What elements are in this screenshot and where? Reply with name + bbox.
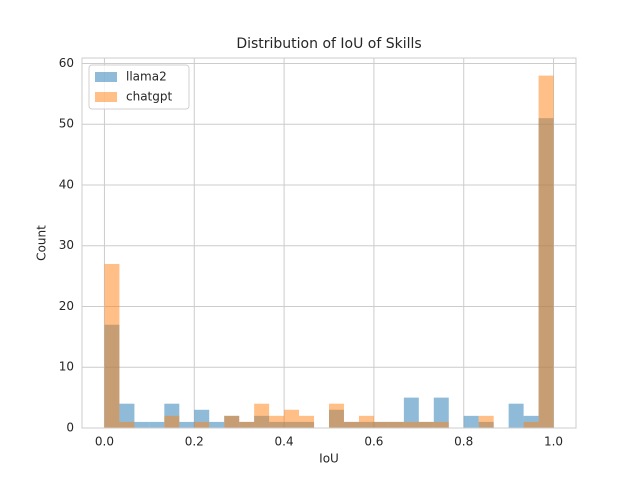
bar bbox=[239, 421, 255, 428]
bar bbox=[523, 421, 539, 428]
x-axis-label: IoU bbox=[319, 452, 339, 466]
legend-swatch bbox=[95, 72, 117, 82]
legend-label: llama2 bbox=[126, 70, 167, 84]
x-tick-label: 0.0 bbox=[95, 435, 114, 449]
y-tick-label: 10 bbox=[59, 360, 74, 374]
bar bbox=[164, 415, 180, 428]
x-tick-label: 0.6 bbox=[364, 435, 383, 449]
bar bbox=[358, 415, 374, 428]
chart-title: Distribution of IoU of Skills bbox=[236, 36, 421, 52]
bar bbox=[403, 397, 419, 428]
bar bbox=[343, 421, 359, 428]
bar bbox=[104, 263, 120, 428]
bar bbox=[508, 403, 524, 428]
legend: llama2 chatgpt bbox=[88, 64, 190, 110]
bar bbox=[149, 421, 165, 428]
plot-border bbox=[81, 57, 577, 429]
bar bbox=[299, 415, 315, 428]
y-axis-label: Count bbox=[35, 225, 49, 261]
bar bbox=[463, 415, 479, 428]
y-tick-label: 40 bbox=[59, 177, 74, 191]
x-tick-label: 0.2 bbox=[185, 435, 204, 449]
bar bbox=[224, 415, 240, 428]
y-tick-label: 60 bbox=[59, 56, 74, 70]
bar bbox=[433, 397, 449, 428]
x-tick-label: 1.0 bbox=[544, 435, 563, 449]
bar bbox=[538, 75, 554, 428]
x-tick-label: 0.8 bbox=[454, 435, 473, 449]
bar bbox=[478, 415, 494, 428]
y-tick-label: 0 bbox=[66, 421, 74, 435]
bar bbox=[329, 403, 344, 428]
bar bbox=[284, 409, 300, 428]
bar bbox=[134, 421, 150, 428]
bar bbox=[209, 421, 225, 428]
bar bbox=[269, 415, 285, 428]
y-tick-label: 20 bbox=[59, 299, 74, 313]
bar bbox=[418, 421, 434, 428]
legend-label: chatgpt bbox=[126, 90, 172, 104]
bar bbox=[388, 421, 404, 428]
bar bbox=[433, 421, 449, 428]
bar bbox=[373, 421, 389, 428]
bar bbox=[119, 421, 135, 428]
legend-swatch bbox=[95, 92, 117, 102]
bar bbox=[179, 421, 195, 428]
bar bbox=[194, 421, 210, 428]
x-tick-label: 0.4 bbox=[275, 435, 294, 449]
bar bbox=[403, 421, 419, 428]
y-tick-label: 50 bbox=[59, 117, 74, 131]
y-tick-label: 30 bbox=[59, 238, 74, 252]
bar bbox=[254, 403, 270, 428]
